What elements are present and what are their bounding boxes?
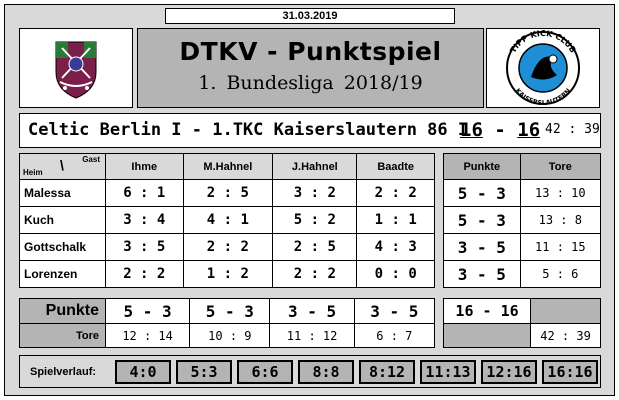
player-punkte: 5 - 3 bbox=[443, 179, 521, 207]
player-tore: 11 : 15 bbox=[519, 233, 602, 261]
total-tore-row: 42 : 39 bbox=[442, 323, 601, 348]
table-row: 5 - 3 13 : 8 bbox=[443, 206, 602, 234]
match-score: 16 - 16 bbox=[460, 119, 540, 141]
guest-player-header: M.Hahnel bbox=[182, 153, 274, 180]
score-sheet: 31.03.2019 DTKV - Punktspiel 1. Bundesli… bbox=[4, 4, 615, 396]
result-cell: 3 : 5 bbox=[105, 233, 184, 261]
player-punkte: 3 - 5 bbox=[443, 233, 521, 261]
total-tore: 42 : 39 bbox=[530, 323, 601, 348]
total-punkte-row: 16 - 16 bbox=[442, 298, 601, 324]
result-cell: 1 : 2 bbox=[182, 260, 274, 288]
match-date: 31.03.2019 bbox=[165, 8, 455, 24]
verlauf-score: 5:3 bbox=[176, 360, 232, 384]
total-punkte: 16 - 16 bbox=[442, 298, 532, 324]
result-cell: 3 : 4 bbox=[105, 206, 184, 234]
home-logo-box bbox=[19, 28, 133, 108]
result-cell: 2 : 5 bbox=[182, 179, 274, 207]
guest-punkte: 5 - 3 bbox=[189, 298, 271, 324]
guest-player-header: Baadte bbox=[356, 153, 435, 180]
player-totals-table: Punkte Tore 5 - 3 13 : 10 5 - 3 13 : 8 3… bbox=[443, 153, 602, 288]
blank-cell bbox=[530, 298, 601, 324]
table-row: 3 - 5 11 : 15 bbox=[443, 233, 602, 261]
guest-tore: 12 : 14 bbox=[104, 323, 191, 348]
result-cell: 4 : 3 bbox=[356, 233, 435, 261]
away-logo-box: TIPP KICK CLUB KAISERSLAUTERN bbox=[486, 28, 600, 108]
result-cell: 4 : 1 bbox=[182, 206, 274, 234]
totals-header-row: Punkte Tore bbox=[443, 153, 602, 180]
result-cell: 3 : 2 bbox=[272, 179, 358, 207]
result-cell: 6 : 1 bbox=[105, 179, 184, 207]
home-player-name: Malessa bbox=[19, 179, 106, 207]
spielverlauf-label: Spielverlauf: bbox=[30, 366, 97, 378]
score-away: 16 bbox=[517, 119, 541, 141]
home-player-name: Kuch bbox=[19, 206, 106, 234]
table-row: Lorenzen 2 : 2 1 : 2 2 : 2 0 : 0 bbox=[19, 260, 435, 288]
guest-punkte: 3 - 5 bbox=[269, 298, 355, 324]
guest-tore: 11 : 12 bbox=[269, 323, 355, 348]
punkte-label: Punkte bbox=[19, 298, 106, 324]
score-separator: - bbox=[494, 119, 506, 141]
title-panel: DTKV - Punktspiel 1. Bundesliga 2018/19 bbox=[137, 28, 484, 108]
spielverlauf-bar: Spielverlauf: 4:0 5:3 6:6 8:8 8:12 11:13… bbox=[19, 355, 601, 388]
blank-cell bbox=[442, 323, 532, 348]
home-player-name: Lorenzen bbox=[19, 260, 106, 288]
result-cell: 1 : 1 bbox=[356, 206, 435, 234]
verlauf-score: 8:12 bbox=[359, 360, 415, 384]
result-cell: 5 : 2 bbox=[272, 206, 358, 234]
guest-tore-row: Tore 12 : 14 10 : 9 11 : 12 6 : 7 bbox=[19, 323, 436, 348]
result-cell: 0 : 0 bbox=[356, 260, 435, 288]
player-tore: 13 : 10 bbox=[519, 179, 602, 207]
player-tore: 5 : 6 bbox=[519, 260, 602, 288]
player-punkte: 5 - 3 bbox=[443, 206, 521, 234]
tore-header: Tore bbox=[519, 153, 602, 180]
heim-gast-corner: Gast \ Heim bbox=[19, 153, 106, 180]
guest-punkte: 5 - 3 bbox=[104, 298, 191, 324]
guest-player-header: J.Hahnel bbox=[272, 153, 358, 180]
league-season: 1. Bundesliga 2018/19 bbox=[198, 72, 423, 94]
celtic-berlin-crest-icon bbox=[55, 41, 97, 99]
punkte-header: Punkte bbox=[443, 153, 521, 180]
result-cell: 2 : 2 bbox=[272, 260, 358, 288]
verlauf-score: 6:6 bbox=[237, 360, 293, 384]
table-row: Malessa 6 : 1 2 : 5 3 : 2 2 : 2 bbox=[19, 179, 435, 207]
result-cell: 2 : 2 bbox=[182, 233, 274, 261]
score-home: 16 bbox=[460, 119, 483, 141]
heim-label: Heim bbox=[23, 168, 43, 177]
corner-slash: \ bbox=[60, 157, 64, 173]
table-row: 5 - 3 13 : 10 bbox=[443, 179, 602, 207]
guest-punkte-row: Punkte 5 - 3 5 - 3 3 - 5 3 - 5 bbox=[19, 298, 436, 324]
spielverlauf-items: 4:0 5:3 6:6 8:8 8:12 11:13 12:16 16:16 bbox=[115, 360, 598, 384]
match-title: Celtic Berlin I - 1.TKC Kaiserslautern 8… bbox=[28, 120, 469, 140]
gast-label: Gast bbox=[82, 155, 100, 164]
verlauf-score: 11:13 bbox=[420, 360, 476, 384]
player-punkte: 3 - 5 bbox=[443, 260, 521, 288]
guest-tore: 10 : 9 bbox=[189, 323, 271, 348]
verlauf-score: 12:16 bbox=[481, 360, 537, 384]
verlauf-score: 16:16 bbox=[542, 360, 598, 384]
verlauf-score: 8:8 bbox=[298, 360, 354, 384]
tipp-kick-club-logo-icon: TIPP KICK CLUB KAISERSLAUTERN bbox=[506, 29, 580, 107]
player-tore: 13 : 8 bbox=[519, 206, 602, 234]
tore-label: Tore bbox=[19, 323, 106, 348]
verlauf-score: 4:0 bbox=[115, 360, 171, 384]
guest-totals-table: Punkte 5 - 3 5 - 3 3 - 5 3 - 5 Tore 12 :… bbox=[19, 298, 436, 348]
result-cell: 2 : 2 bbox=[105, 260, 184, 288]
result-cell: 2 : 5 bbox=[272, 233, 358, 261]
page-title: DTKV - Punktspiel bbox=[179, 37, 442, 66]
guest-player-header: Ihme bbox=[105, 153, 184, 180]
table-row: Gottschalk 3 : 5 2 : 2 2 : 5 4 : 3 bbox=[19, 233, 435, 261]
home-player-name: Gottschalk bbox=[19, 233, 106, 261]
result-cell: 2 : 2 bbox=[356, 179, 435, 207]
grand-totals-table: 16 - 16 42 : 39 bbox=[442, 298, 601, 348]
results-table: Gast \ Heim Ihme M.Hahnel J.Hahnel Baadt… bbox=[19, 153, 435, 288]
match-tore: 42 : 39 bbox=[545, 122, 600, 137]
table-row: 3 - 5 5 : 6 bbox=[443, 260, 602, 288]
guest-punkte: 3 - 5 bbox=[353, 298, 436, 324]
guest-tore: 6 : 7 bbox=[353, 323, 436, 348]
guest-header-row: Gast \ Heim Ihme M.Hahnel J.Hahnel Baadt… bbox=[19, 153, 435, 180]
match-header: Celtic Berlin I - 1.TKC Kaiserslautern 8… bbox=[19, 113, 601, 148]
table-row: Kuch 3 : 4 4 : 1 5 : 2 1 : 1 bbox=[19, 206, 435, 234]
